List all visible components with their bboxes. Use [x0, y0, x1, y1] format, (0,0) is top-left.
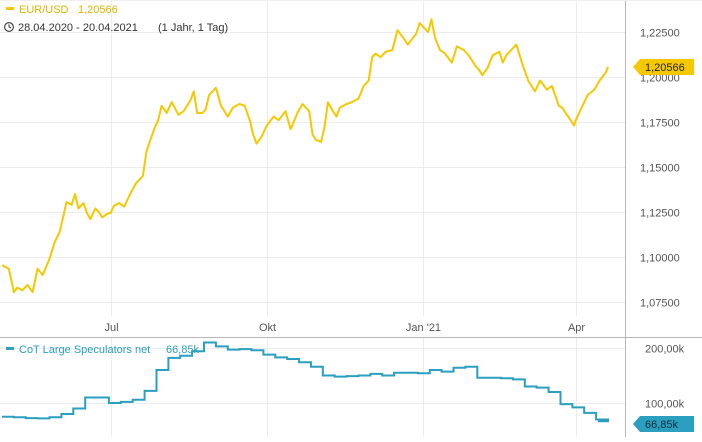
cot-price-tag-shape — [633, 416, 694, 432]
legend-value-cot: 66,85k — [166, 344, 200, 356]
xtick-label: Okt — [259, 322, 276, 334]
legend-swatch-eurusd — [6, 7, 14, 10]
eurusd-series-line — [1, 18, 609, 294]
legend-name-eurusd: EUR/USD — [19, 4, 69, 16]
grid-layer — [0, 0, 625, 437]
top-ytick-label: 1,20000 — [640, 73, 680, 85]
bottom-ytick-label: 200,00k — [645, 344, 685, 356]
eurusd-price-tag-shape — [633, 59, 694, 75]
eurusd-price-tag-text: 1,20566 — [645, 62, 685, 74]
legend-name-cot: CoT Large Speculators net — [19, 344, 150, 356]
top-ytick-label: 1,22500 — [640, 28, 680, 40]
top-ytick-label: 1,10000 — [640, 253, 680, 265]
xtick-label: Jul — [104, 322, 118, 334]
top-ytick-label: 1,17500 — [640, 118, 680, 130]
label-layer: 1,07500 1,10000 1,12500 1,15000 1,17500 1,200… — [104, 28, 694, 432]
date-range: 28.04.2020 - 20.04.2021 — [18, 22, 138, 34]
cot-price-tag-text: 66,85k — [645, 419, 679, 431]
bottom-ytick-label: 100,00k — [645, 399, 685, 411]
top-ytick-label: 1,12500 — [640, 208, 680, 220]
cot-price-tag: 66,85k — [633, 416, 694, 432]
top-ytick-label: 1,15000 — [640, 163, 680, 175]
legend-value-eurusd: 1,20566 — [78, 4, 118, 16]
xtick-label: Jan '21 — [406, 322, 441, 334]
period-label: (1 Jahr, 1 Tag) — [158, 22, 228, 34]
series-layer — [1, 18, 609, 423]
clock-icon — [3, 22, 15, 33]
top-ytick-label: 1,07500 — [640, 298, 680, 310]
legend-swatch-cot — [6, 347, 14, 350]
cot-series-line — [2, 341, 609, 423]
xtick-label: Apr — [568, 322, 585, 334]
eurusd-price-tag: 1,20566 — [633, 59, 694, 75]
